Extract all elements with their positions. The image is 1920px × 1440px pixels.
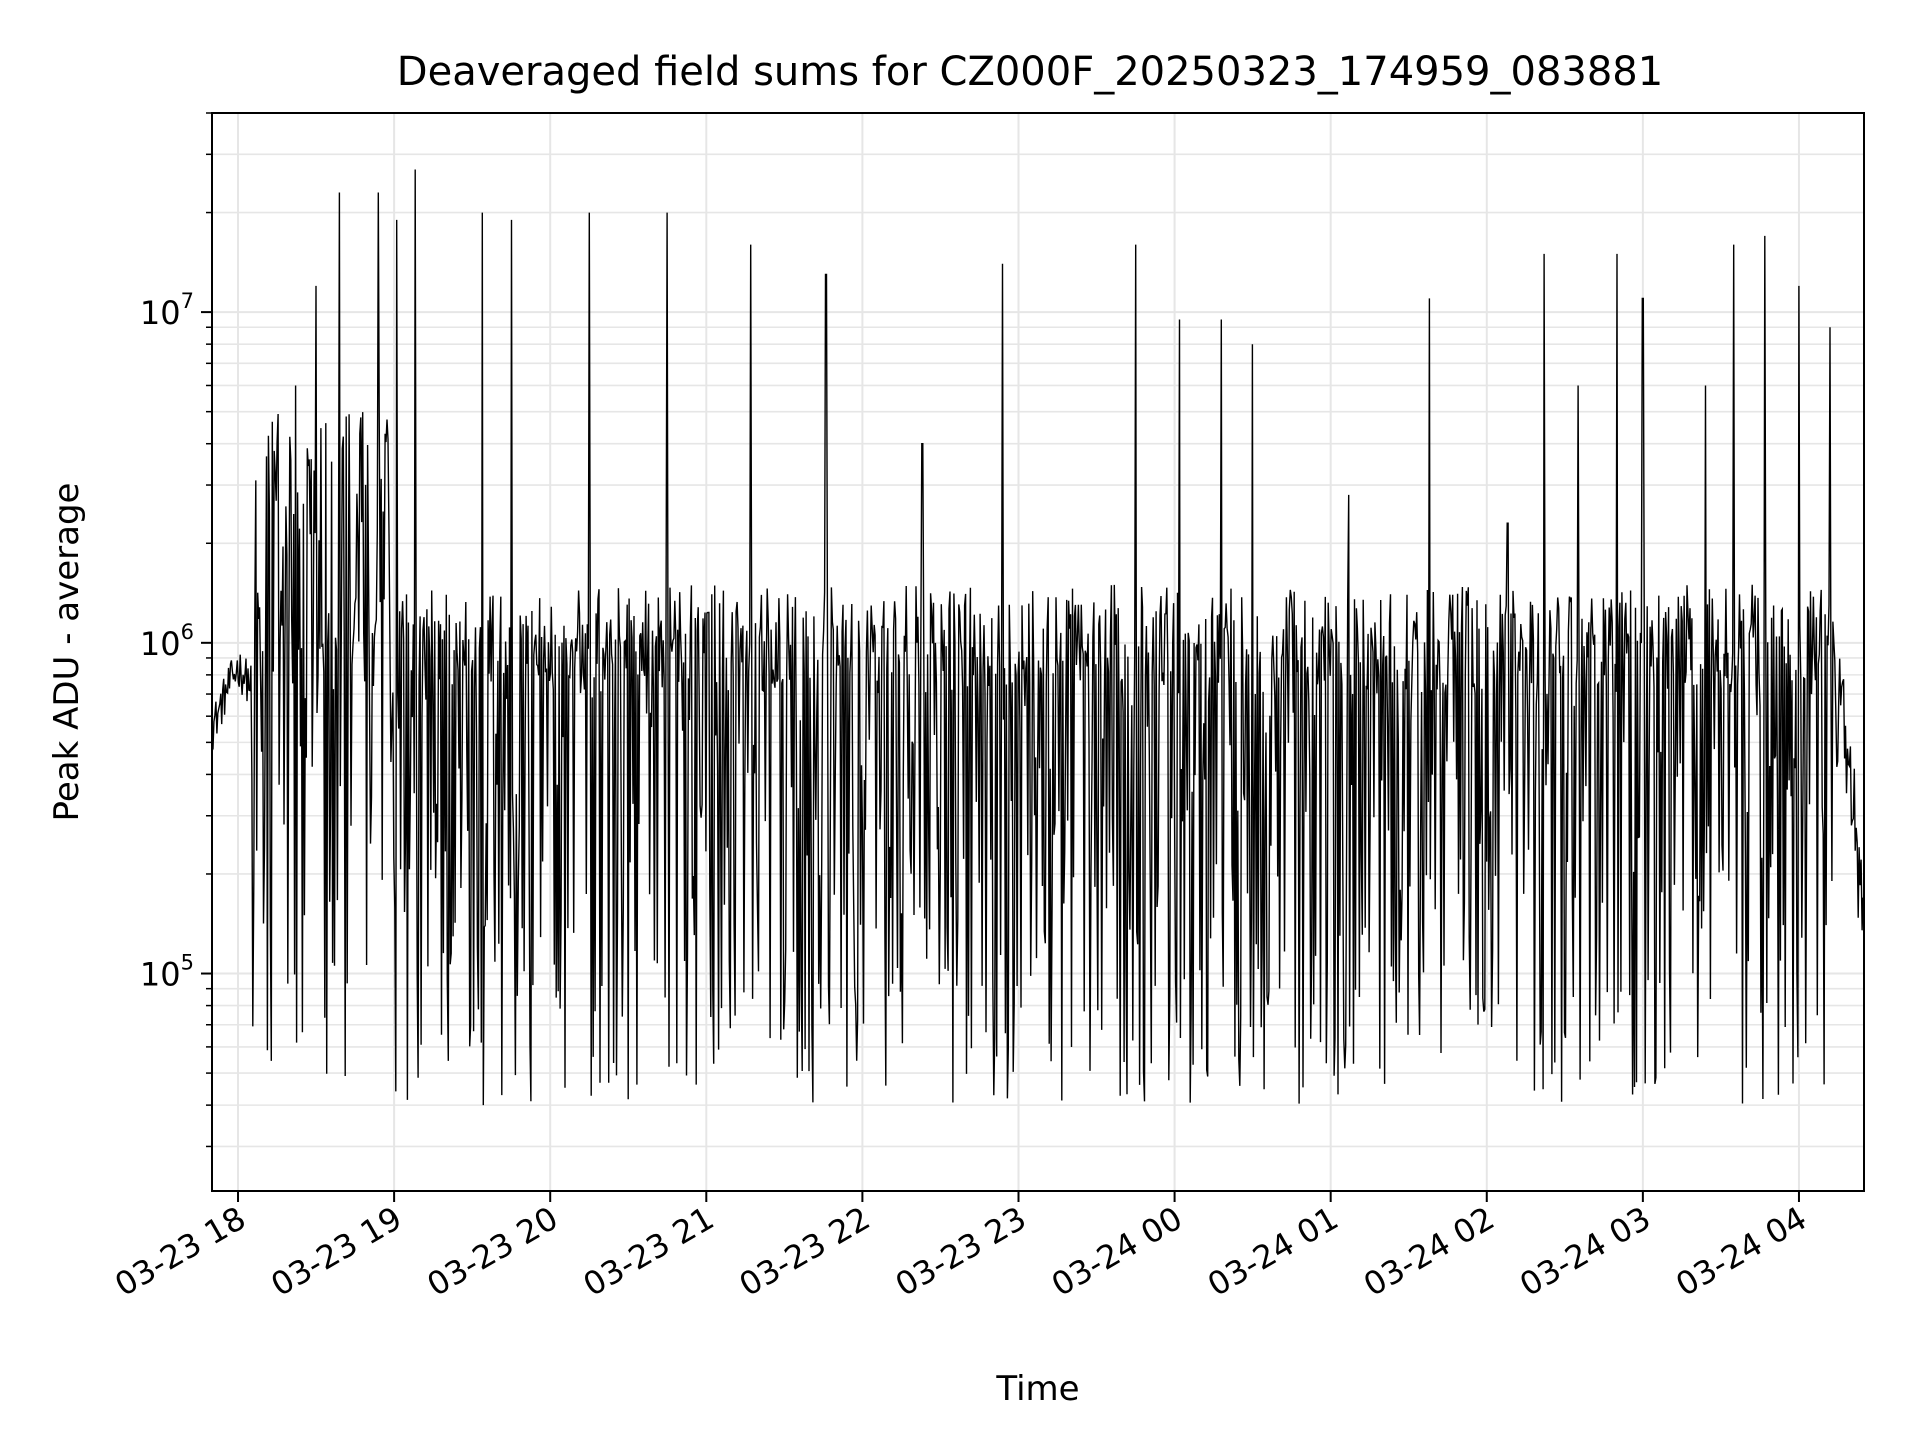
y-tick-base: 10 [140, 294, 181, 332]
y-tick-base: 10 [140, 625, 181, 663]
y-tick-label: 107 [140, 289, 194, 332]
y-tick-label: 105 [140, 951, 194, 994]
y-tick-exponent: 6 [181, 620, 194, 644]
y-axis-label: Peak ADU - average [47, 483, 87, 822]
series-line [211, 169, 1865, 1106]
y-tick-exponent: 5 [181, 951, 194, 975]
y-tick-exponent: 7 [181, 289, 194, 313]
chart-title: Deaveraged field sums for CZ000F_2025032… [397, 49, 1663, 95]
data-series [211, 169, 1865, 1106]
y-tick-label: 106 [140, 620, 194, 663]
x-axis-label: Time [995, 1369, 1079, 1409]
y-tick-base: 10 [140, 956, 181, 994]
plot-frame [211, 112, 1865, 1192]
